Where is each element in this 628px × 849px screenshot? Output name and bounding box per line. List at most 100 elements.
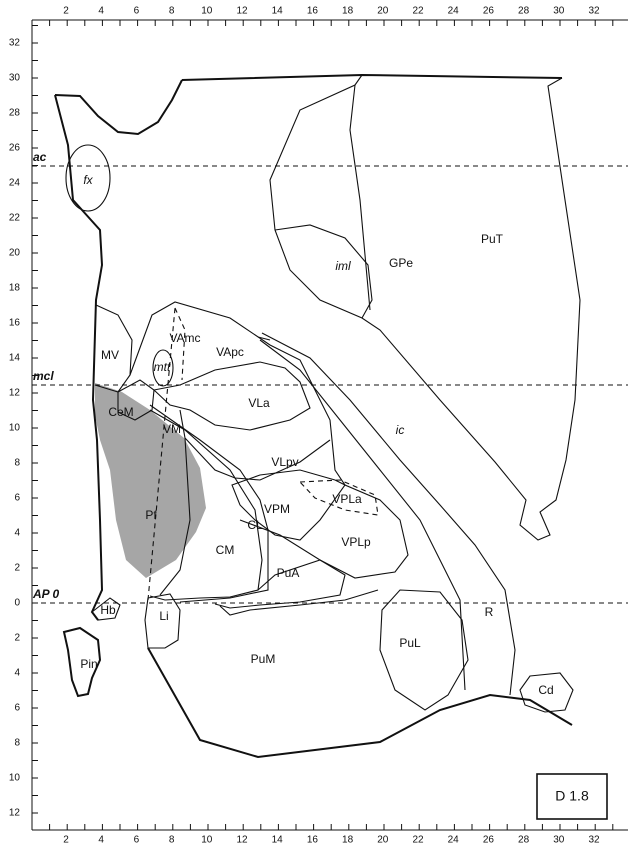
y-axis-label: 2 xyxy=(14,633,20,644)
y-axis-label: 24 xyxy=(9,178,21,189)
y-axis-label: 22 xyxy=(9,213,21,224)
region-label: Hb xyxy=(100,603,116,617)
y-axis-label: 28 xyxy=(9,108,21,119)
outline xyxy=(274,224,373,319)
x-axis-label: 14 xyxy=(272,6,284,17)
x-axis-label: 18 xyxy=(342,835,354,846)
outline xyxy=(152,349,174,387)
region-label: Li xyxy=(159,609,168,623)
region-label: VPLp xyxy=(341,535,371,549)
x-axis-label: 18 xyxy=(342,6,354,17)
outline xyxy=(91,597,121,621)
region-label: VM xyxy=(163,422,181,436)
y-axis-label: 10 xyxy=(9,773,21,784)
outline xyxy=(62,626,102,698)
y-axis-label: 16 xyxy=(9,318,21,329)
outline xyxy=(149,409,263,601)
y-axis-label: 18 xyxy=(9,283,21,294)
outline xyxy=(214,559,346,609)
region-label: PuL xyxy=(399,636,421,650)
y-axis-label: 14 xyxy=(9,353,21,364)
x-axis-label: 24 xyxy=(448,6,460,17)
outline xyxy=(259,339,466,691)
y-axis-label: 12 xyxy=(9,388,21,399)
y-axis-label: 8 xyxy=(14,738,20,749)
region-label: VPM xyxy=(264,502,290,516)
region-label: VLa xyxy=(248,396,270,410)
y-axis-label: 26 xyxy=(9,143,21,154)
region-label: VLpv xyxy=(271,455,298,469)
x-axis-label: 16 xyxy=(307,6,319,17)
x-axis-label: 22 xyxy=(412,6,424,17)
reference-label: mcl xyxy=(33,369,54,383)
outline xyxy=(231,469,346,541)
y-axis-label: 4 xyxy=(14,528,20,539)
outline xyxy=(54,79,183,136)
x-axis-label: 32 xyxy=(588,6,600,17)
y-axis-label: 20 xyxy=(9,248,21,259)
region-label: CL xyxy=(247,518,263,532)
x-axis-label: 28 xyxy=(518,835,530,846)
outline xyxy=(149,404,269,603)
region-label: iml xyxy=(335,259,351,273)
y-axis-label: 0 xyxy=(14,598,20,609)
region-label: CM xyxy=(216,543,235,557)
x-axis-label: 2 xyxy=(63,835,69,846)
region-label: Cd xyxy=(538,683,553,697)
x-axis-label: 16 xyxy=(307,835,319,846)
section-box xyxy=(536,773,608,820)
region-label: PuT xyxy=(481,232,504,246)
region-label: R xyxy=(485,605,494,619)
x-axis-label: 26 xyxy=(483,835,495,846)
x-axis-label: 14 xyxy=(272,835,284,846)
region-label: mtt xyxy=(154,360,171,374)
region-label: VApc xyxy=(216,345,244,359)
x-axis-label: 32 xyxy=(588,835,600,846)
outline xyxy=(65,144,111,212)
outline xyxy=(519,672,574,713)
x-axis-label: 10 xyxy=(201,6,213,17)
x-axis-label: 12 xyxy=(236,6,248,17)
section-label: D 1.8 xyxy=(555,788,589,804)
reference-label: AP 0 xyxy=(32,587,60,601)
x-axis-label: 26 xyxy=(483,6,495,17)
outline xyxy=(261,332,516,696)
y-axis-label: 6 xyxy=(14,703,20,714)
outline xyxy=(269,74,581,541)
outline xyxy=(298,479,379,516)
outline xyxy=(152,361,311,431)
region-label: VPLa xyxy=(332,492,362,506)
y-axis-label: 8 xyxy=(14,458,20,469)
x-axis-label: 30 xyxy=(553,835,565,846)
region-label: Pf xyxy=(145,508,157,522)
x-axis-label: 12 xyxy=(236,835,248,846)
region-label: Pin xyxy=(80,657,97,671)
outline xyxy=(349,84,371,311)
outline xyxy=(219,589,379,616)
region-label: VAmc xyxy=(169,331,200,345)
region-label: PuM xyxy=(251,652,276,666)
outline xyxy=(94,304,133,393)
y-axis-label: 32 xyxy=(9,38,21,49)
x-axis-label: 24 xyxy=(448,835,460,846)
region-label: PuA xyxy=(277,566,300,580)
x-axis-label: 6 xyxy=(134,6,140,17)
region-label: fx xyxy=(83,173,93,187)
pf-shading xyxy=(95,383,206,578)
x-axis-label: 10 xyxy=(201,835,213,846)
outline xyxy=(117,379,155,421)
region-label: GPe xyxy=(389,256,413,270)
x-axis-label: 4 xyxy=(98,6,104,17)
region-label: CeM xyxy=(108,405,133,419)
region-label: ic xyxy=(396,423,405,437)
y-axis-label: 2 xyxy=(14,563,20,574)
x-axis-label: 8 xyxy=(169,6,175,17)
x-axis-label: 8 xyxy=(169,835,175,846)
x-axis-label: 4 xyxy=(98,835,104,846)
outline xyxy=(257,336,271,341)
x-axis-label: 30 xyxy=(553,6,565,17)
outline xyxy=(144,593,181,649)
y-axis-label: 12 xyxy=(9,808,21,819)
